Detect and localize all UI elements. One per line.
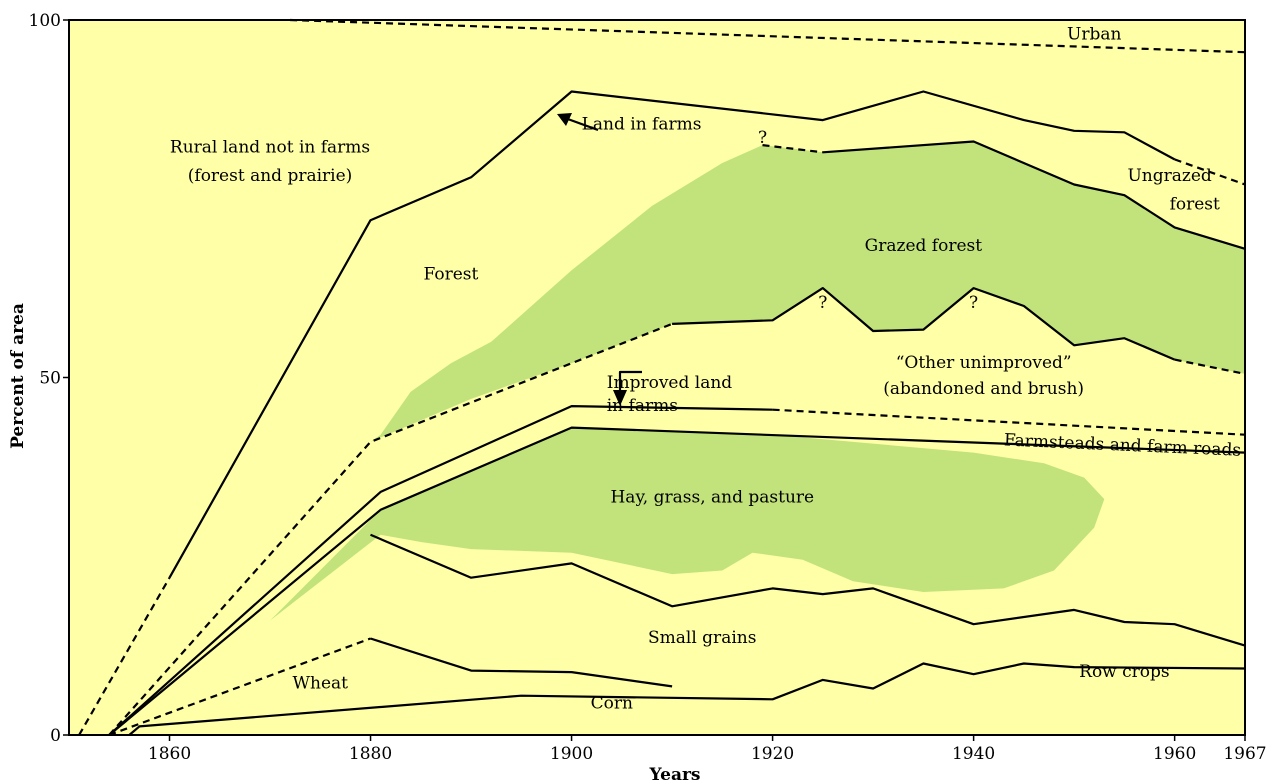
region-label-3: (forest and prairie) [188,166,353,186]
improved-land-pointer-line [618,370,642,395]
x-tick-label-1900: 1900 [550,744,593,764]
land-in-farms-pointer-line [564,116,599,132]
x-tick-label-1860: 1860 [148,744,191,764]
region-label-7: forest [1170,194,1220,214]
x-tick-label-1967: 1967 [1223,744,1266,764]
wheat-top-line-1 [108,637,371,737]
improved-land-arrowhead [613,390,627,406]
y-tick-label-0: 0 [50,726,61,746]
region-label-4: Land in farms [582,114,702,134]
region-label-20: Row crops [1079,662,1169,682]
x-tick-label-1880: 1880 [349,744,392,764]
region-label-10: ? [818,293,827,313]
improved-land-in-farms-line-2 [772,408,1246,436]
region-label-11: ? [969,293,978,313]
region-label-6: Ungrazed [1127,166,1211,186]
region-label-1: Urban [1067,24,1121,44]
region-label-5: ? [758,128,767,148]
region-label-8: Grazed forest [865,236,983,256]
plot-area [69,20,1245,735]
grazed-forest-top-line-2 [822,140,1246,250]
region-label-2: Rural land not in farms [170,137,370,157]
boundary-lines [78,18,1246,737]
x-tick-label-1940: 1940 [952,744,995,764]
urban-line-1 [290,18,1246,54]
region-label-18: Small grains [648,628,756,648]
region-label-12: Improved land [607,373,733,393]
land-in-farms-line-2 [168,90,1176,579]
small-grains-top-line-1 [370,533,1246,647]
x-tick-label-1920: 1920 [751,744,794,764]
region-label-19: Wheat [293,674,349,694]
row-crops-top-line-1 [128,662,1246,736]
grazed-forest-bottom-line-2 [672,287,1176,361]
improved-land-in-farms-line-1 [108,405,773,736]
shaded-areas [129,141,1245,735]
region-label-15: (abandoned and brush) [883,379,1084,399]
region-label-17: Hay, grass, and pasture [610,488,814,508]
region-label-9: Forest [424,265,479,285]
region-label-14: “Other unimproved” [896,353,1072,373]
x-tick-label-1960: 1960 [1153,744,1196,764]
y-axis-title: Percent of area [8,303,28,449]
x-axis-title: Years [648,765,700,784]
hay-area [129,427,1105,735]
pointer-arrows [557,113,642,406]
plot-background [69,20,1245,735]
y-tick-label-100: 100 [29,11,61,31]
wheat-top-line-2 [370,637,673,688]
land-in-farms-line-3 [1174,158,1246,186]
region-labels: Urban Rural land not in farms (forest and … [170,24,1242,713]
y-tick-label-50: 50 [39,369,61,389]
grazed-forest-area [370,141,1245,442]
axes: 1860 1880 1900 1920 1940 1960 1967 0 50 100 [29,11,1267,764]
region-label-13: in farms [607,396,678,416]
grazed-forest-top-line-1 [762,144,823,154]
land-in-farms-arrowhead [557,113,572,126]
farmsteads-bottom-line-1 [108,426,1246,736]
land-in-farms-line-1 [78,577,171,736]
region-label-21: Corn [591,694,633,714]
